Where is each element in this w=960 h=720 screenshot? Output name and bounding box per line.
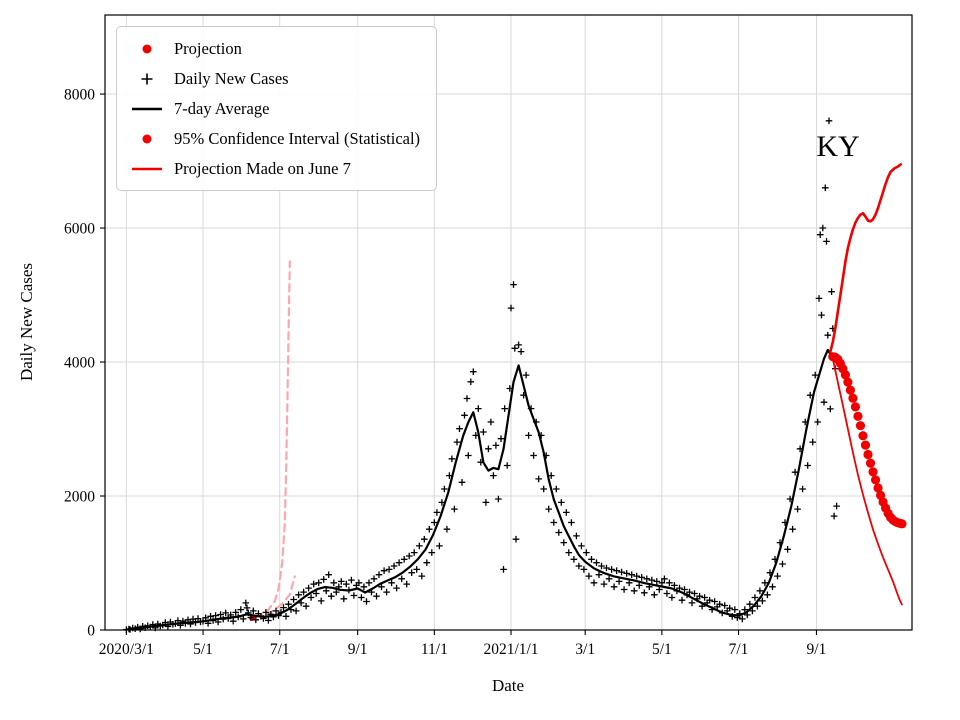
legend-item-projection-june7: Projection Made on June 7: [129, 157, 420, 180]
line-marker-icon: [132, 167, 162, 170]
x-tick-label: 9/1: [807, 641, 827, 658]
y-axis-label: Daily New Cases: [17, 262, 36, 382]
legend-item-confidence-interval: 95% Confidence Interval (Statistical): [129, 127, 420, 150]
x-tick-label: 7/1: [729, 641, 749, 658]
x-tick-label: 5/1: [652, 641, 672, 658]
x-tick-label: 11/1: [421, 641, 448, 658]
legend-label: Projection Made on June 7: [174, 159, 351, 178]
x-tick-label: 7/1: [270, 641, 290, 658]
seven-day-average-line: [125, 348, 834, 631]
y-tick-label: 8000: [64, 87, 95, 104]
tick-labels: 2020/3/1 5/1 7/1 9/1 11/1 2021/1/1 3/1 5/1 7/1 9/…: [64, 87, 826, 658]
legend-label: Projection: [174, 39, 242, 58]
x-axis-label: Date: [491, 676, 525, 695]
daily-new-cases-scatter: [123, 117, 840, 633]
y-tick-label: 2000: [64, 489, 95, 506]
dot-marker-icon: [142, 134, 152, 143]
x-tick-label: 5/1: [193, 641, 213, 658]
x-tick-label: 2020/3/1: [99, 641, 154, 658]
x-tick-label: 3/1: [575, 641, 595, 658]
y-tick-label: 0: [87, 623, 95, 640]
state-annotation: KY: [816, 130, 860, 163]
old-projection-dashed-upper: [254, 260, 291, 618]
projection-lower-bound-line: [831, 357, 903, 606]
legend: Projection Daily New Cases 7-day Average 95…: [116, 26, 438, 191]
plus-marker-icon: [141, 73, 153, 84]
legend-item-projection: Projection: [129, 37, 420, 60]
legend-item-seven-day-average: 7-day Average: [129, 97, 420, 120]
axes-frame: [100, 14, 913, 635]
y-tick-label: 4000: [64, 355, 95, 372]
projection-june7-line: [828, 163, 903, 354]
x-tick-label: 2021/1/1: [483, 641, 538, 658]
legend-item-daily-new-cases: Daily New Cases: [129, 67, 420, 90]
y-tick-label: 6000: [64, 221, 95, 238]
legend-label: 95% Confidence Interval (Statistical): [174, 129, 421, 148]
x-tick-label: 9/1: [348, 641, 368, 658]
legend-label: Daily New Cases: [174, 69, 289, 88]
line-marker-icon: [132, 107, 162, 110]
dot-marker-icon: [142, 44, 152, 53]
legend-label: 7-day Average: [174, 99, 270, 118]
projection-dots-band: [828, 352, 907, 529]
